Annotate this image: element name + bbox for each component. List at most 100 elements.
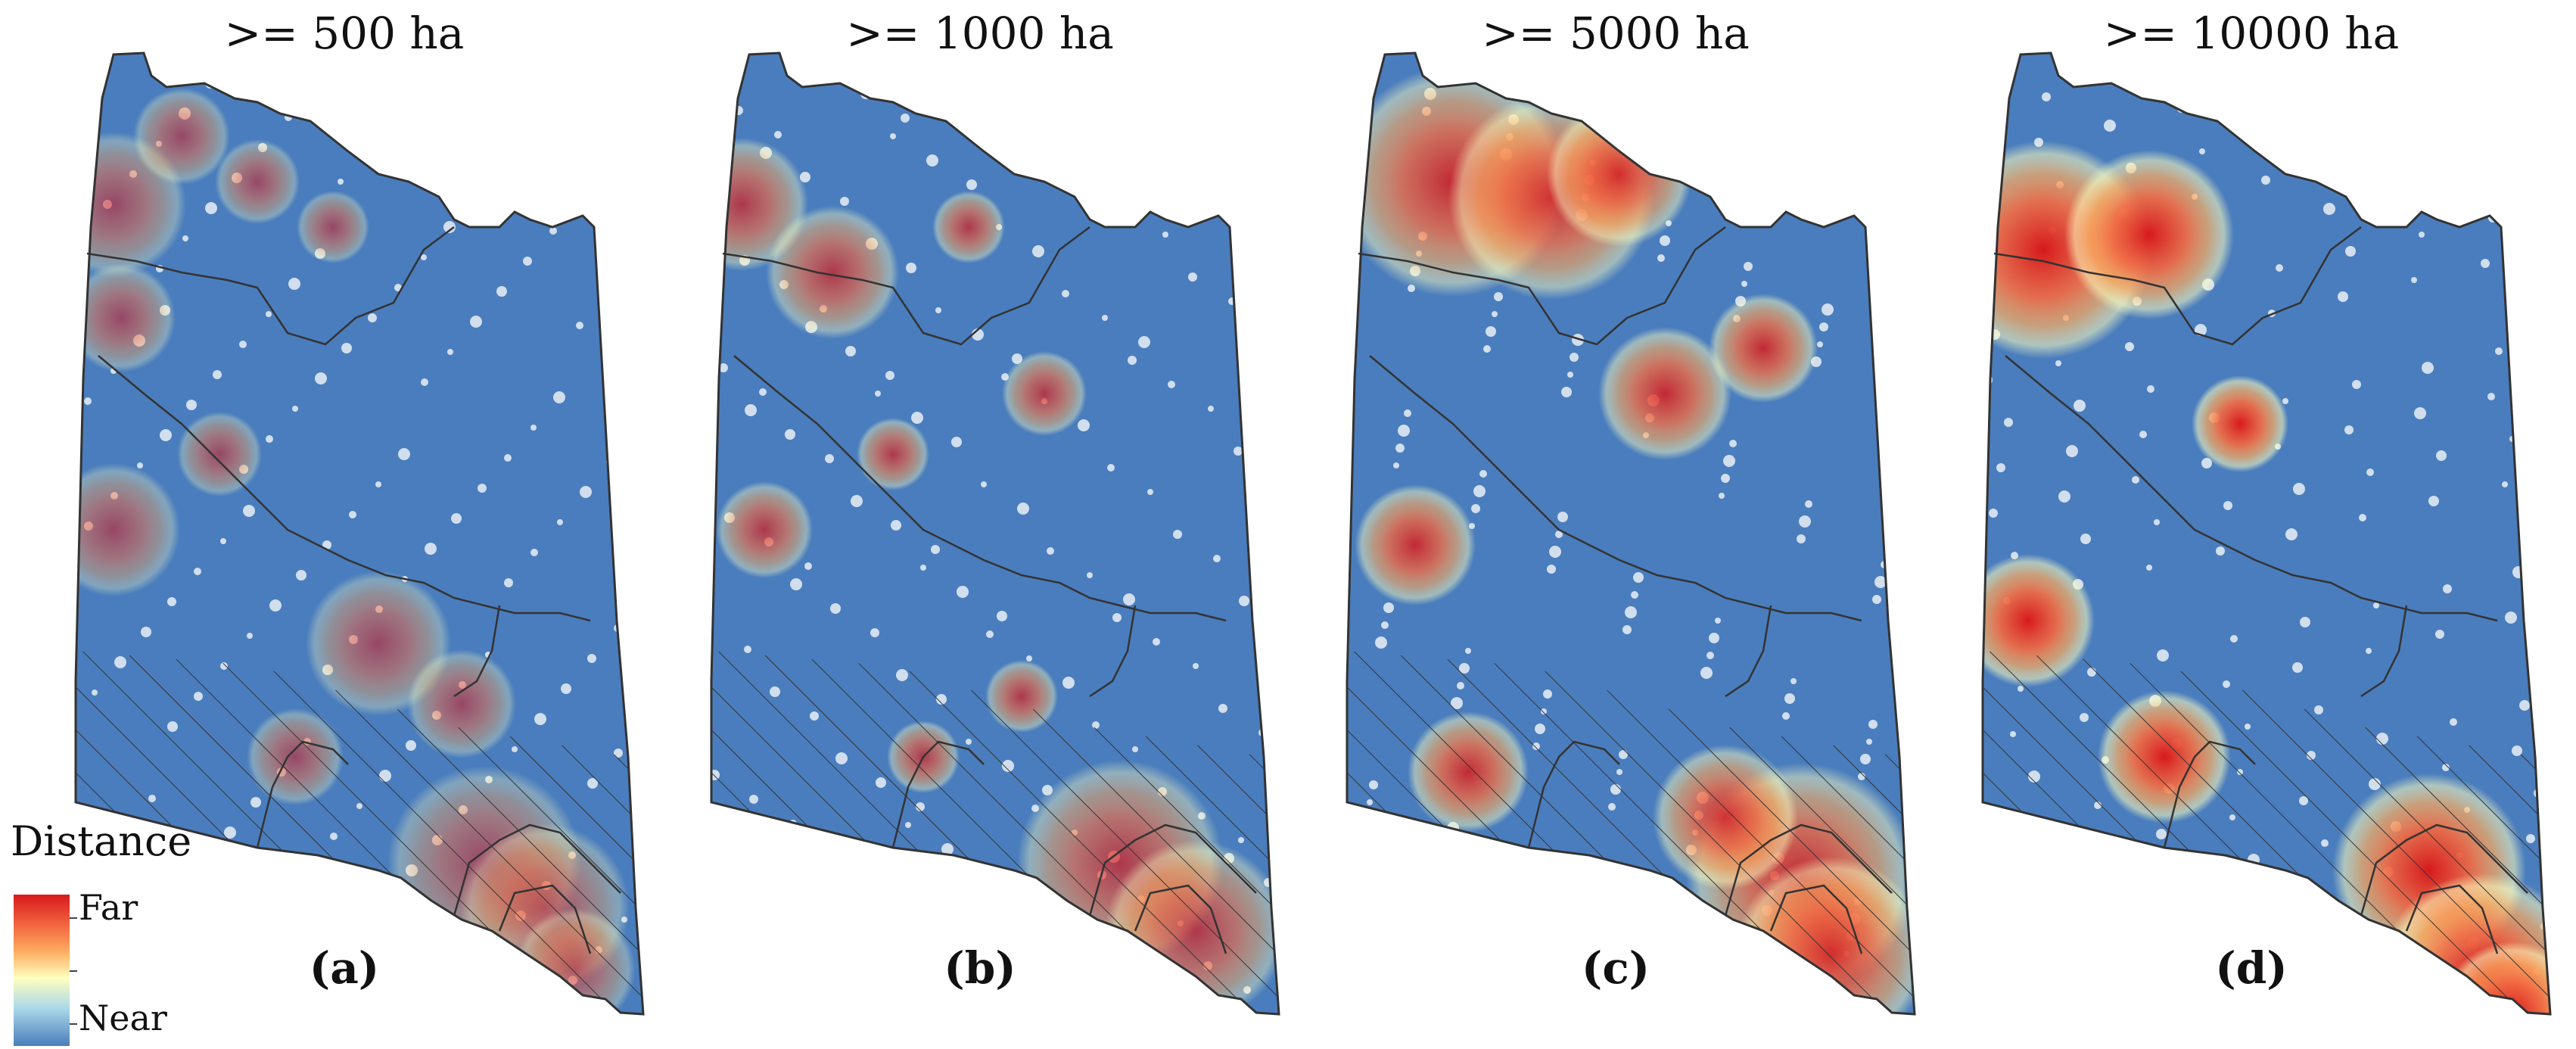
lake-patch (926, 154, 938, 167)
lake-patch (2042, 92, 2051, 101)
lake-patch (1744, 262, 1753, 271)
lake-patch (2240, 899, 2252, 911)
lake-patch (2125, 342, 2134, 351)
lake-patch (820, 64, 832, 76)
lake-patch (1555, 531, 1563, 538)
region-boundary (1369, 355, 1862, 622)
lake-patch (981, 481, 987, 487)
lake-patch (2282, 398, 2288, 404)
lake-patch (1784, 693, 1795, 704)
lake-patch (2269, 130, 2278, 139)
lake-patch (311, 84, 317, 90)
lake-patch (1523, 882, 1535, 895)
region-boundary (453, 823, 621, 917)
lake-patch (1430, 73, 1438, 80)
region-boundary (1769, 884, 1863, 954)
lake-patch (288, 278, 300, 290)
lake-patch (1092, 721, 1100, 729)
lake-patch (269, 599, 282, 612)
distance-hotspot (766, 206, 899, 339)
lake-patch (775, 836, 787, 848)
lake-patch (2338, 112, 2350, 124)
panel-label: (d) (2215, 942, 2288, 994)
lake-patch (2414, 407, 2426, 419)
lake-patch (2366, 648, 2372, 654)
lake-patch (2276, 264, 2283, 272)
lake-patch (1239, 596, 1249, 606)
distance-hotspot (76, 263, 176, 372)
region-boundary (1089, 605, 1137, 698)
lake-patch (1398, 425, 1410, 437)
lake-patch (1672, 76, 1681, 86)
lake-patch (2359, 514, 2366, 521)
lake-patch (303, 862, 313, 871)
lake-patch (1122, 207, 1130, 214)
lake-patch (951, 437, 962, 447)
map-panel-b: >= 1000 ha (b) (666, 0, 1294, 1049)
lake-patch (1909, 205, 1915, 216)
lake-patch (729, 903, 736, 910)
lake-patch (1268, 322, 1274, 328)
lake-patch (1479, 470, 1487, 478)
lake-patch (375, 481, 381, 487)
lake-patch (2323, 203, 2335, 215)
panel-label: (b) (944, 942, 1016, 994)
legend-near-label: Near (79, 998, 167, 1038)
lake-patch (1223, 148, 1229, 154)
lake-patch (1209, 164, 1219, 175)
lake-patch (1168, 381, 1175, 388)
lake-patch (1520, 901, 1529, 910)
legend-far-label: Far (79, 887, 138, 928)
lake-patch (1729, 440, 1737, 447)
lake-patch (266, 311, 272, 317)
region-outline (74, 51, 645, 1016)
lake-patch (1822, 303, 1834, 316)
lake-patch (1996, 463, 2005, 472)
lake-patch (2512, 566, 2525, 578)
lake-patch (266, 435, 273, 443)
panel-title: >= 10000 ha (2103, 8, 2400, 59)
lake-patch (1188, 272, 1197, 282)
lake-patch (2550, 241, 2562, 253)
distance-hotspot (2192, 375, 2288, 472)
lake-patch (2132, 476, 2139, 484)
lake-patch (413, 86, 422, 95)
lake-patch (1989, 509, 1998, 518)
lake-patch (315, 372, 327, 384)
lake-patch (576, 322, 583, 329)
lake-patch (1471, 504, 1480, 513)
lake-patch (2247, 87, 2257, 98)
lake-patch (714, 214, 721, 222)
distance-map (1346, 51, 1916, 1016)
lake-patch (2481, 259, 2490, 268)
lake-patch (1633, 572, 1644, 583)
lake-patch (759, 388, 767, 396)
region-boundary (733, 355, 1227, 622)
lake-patch (360, 145, 372, 157)
region-boundary (1724, 823, 1893, 917)
lake-patch (920, 565, 926, 571)
lake-patch (277, 892, 288, 902)
lake-patch (1622, 625, 1632, 634)
lake-patch (2146, 565, 2152, 571)
lake-patch (1102, 315, 1108, 321)
lake-patch (425, 543, 437, 555)
lake-patch (1056, 141, 1062, 147)
lake-patch (421, 378, 428, 386)
lake-patch (561, 683, 571, 694)
lake-patch (906, 263, 916, 273)
lake-patch (2139, 431, 2147, 438)
lake-patch (987, 71, 999, 83)
lake-patch (1433, 1000, 1443, 1010)
lake-patch (478, 484, 487, 493)
lake-patch (2366, 468, 2374, 476)
lake-patch (1893, 402, 1899, 408)
lake-patch (1383, 602, 1394, 613)
lake-patch (2495, 347, 2503, 355)
lake-patch (247, 633, 253, 639)
lake-patch (2157, 649, 2169, 661)
lake-patch (387, 116, 397, 126)
lake-patch (890, 133, 896, 139)
lake-patch (1831, 163, 1839, 171)
lake-patch (553, 391, 565, 403)
